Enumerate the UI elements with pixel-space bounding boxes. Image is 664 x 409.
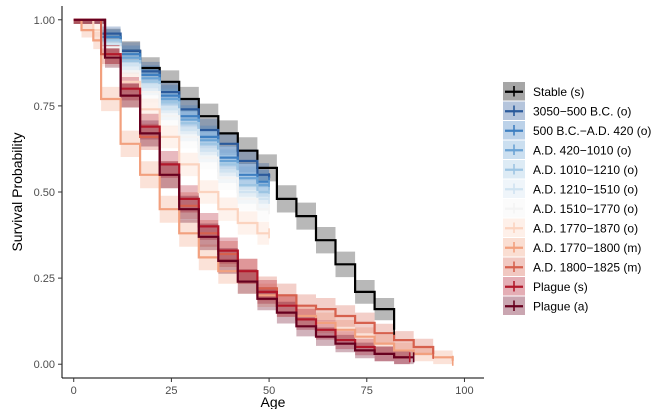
x-tick-label-0: 0 — [71, 385, 77, 397]
legend-label-5: A.D. 1210−1510 (o) — [533, 182, 638, 196]
legend-item-2: 500 B.C.−A.D. 420 (o) — [503, 121, 651, 140]
y-tick-label-1: 0.25 — [34, 273, 55, 285]
legend-label-9: A.D. 1800−1825 (m) — [533, 260, 641, 274]
x-tick-label-3: 75 — [361, 385, 373, 397]
legend-item-10: Plague (s) — [503, 277, 588, 296]
legend-item-0: Stable (s) — [503, 82, 584, 101]
legend-label-3: A.D. 420−1010 (o) — [533, 143, 631, 157]
band-1 — [73, 19, 270, 190]
legend-item-8: A.D. 1770−1800 (m) — [503, 238, 641, 257]
series-line-11 — [73, 18, 414, 359]
axes: 0 25 50 75 100 0.00 0.25 0.50 0.75 1.00 — [34, 6, 484, 397]
x-axis-title: Age — [261, 394, 286, 409]
y-tick-label-0: 0.00 — [34, 359, 55, 371]
legend-label-10: Plague (s) — [533, 280, 588, 294]
legend-label-4: A.D. 1010−1210 (o) — [533, 163, 638, 177]
y-tick-label-2: 0.50 — [34, 187, 55, 199]
band-7 — [73, 19, 270, 245]
legend-item-5: A.D. 1210−1510 (o) — [503, 179, 638, 198]
y-tick-label-4: 1.00 — [34, 15, 55, 27]
legend-label-1: 3050−500 B.C. (o) — [533, 104, 631, 118]
legend-label-2: 500 B.C.−A.D. 420 (o) — [533, 124, 651, 138]
legend-item-1: 3050−500 B.C. (o) — [503, 101, 631, 120]
legend-item-7: A.D. 1770−1870 (o) — [503, 218, 638, 237]
x-tick-label-2: 50 — [263, 385, 275, 397]
legend-label-7: A.D. 1770−1870 (o) — [533, 221, 638, 235]
legend-item-11: Plague (a) — [503, 296, 588, 315]
x-tick-label-1: 25 — [165, 385, 177, 397]
legend-label-0: Stable (s) — [533, 85, 584, 99]
legend-label-8: A.D. 1770−1800 (m) — [533, 241, 641, 255]
legend-item-4: A.D. 1010−1210 (o) — [503, 160, 638, 179]
censor-marks — [268, 173, 454, 366]
legend-item-6: A.D. 1510−1770 (o) — [503, 199, 638, 218]
band-2 — [73, 19, 270, 194]
series-lines — [73, 18, 454, 361]
legend: Stable (s) 3050−500 B.C. (o) 500 B.C.−A.D.… — [503, 82, 651, 315]
y-tick-label-3: 0.75 — [34, 101, 55, 113]
y-axis-title: Survival Probability — [9, 132, 25, 251]
legend-item-9: A.D. 1800−1825 (m) — [503, 257, 641, 276]
legend-label-6: A.D. 1510−1770 (o) — [533, 202, 638, 216]
legend-label-11: Plague (a) — [533, 299, 588, 313]
legend-item-3: A.D. 420−1010 (o) — [503, 140, 631, 159]
x-tick-label-4: 100 — [455, 385, 473, 397]
series-line-6 — [73, 18, 270, 211]
